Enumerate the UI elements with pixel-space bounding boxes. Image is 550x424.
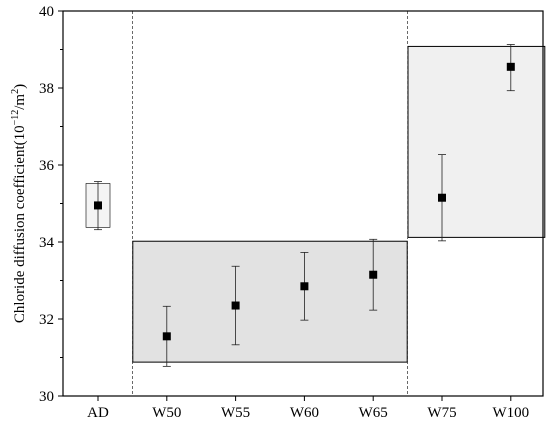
y-axis: 30 32 34 36 38 40 xyxy=(39,4,63,405)
group-box-2 xyxy=(132,240,408,363)
x-tick-label-W65: W65 xyxy=(359,405,388,421)
y-tick-label-32: 32 xyxy=(39,312,54,328)
x-tick-label-W60: W60 xyxy=(290,405,319,421)
y-axis-title-close: ) xyxy=(12,84,28,89)
data-point-W60 xyxy=(300,282,309,291)
x-tick-label-AD: AD xyxy=(87,405,109,421)
y-tick-label-30: 30 xyxy=(39,389,54,405)
data-point-W75 xyxy=(438,193,446,202)
x-axis: AD W50 W55 W60 W65 W75 W100 xyxy=(87,396,529,421)
data-point-W55 xyxy=(231,301,240,310)
data-point-W100 xyxy=(506,62,515,71)
y-axis-title-unit-sup: 2 xyxy=(10,89,21,94)
group-boxes xyxy=(85,45,546,363)
x-tick-label-W50: W50 xyxy=(152,405,181,421)
x-tick-label-W55: W55 xyxy=(221,405,250,421)
y-tick-label-40: 40 xyxy=(39,4,54,20)
y-tick-label-38: 38 xyxy=(39,81,54,97)
data-points xyxy=(94,62,515,341)
data-point-AD xyxy=(94,201,102,210)
data-point-W65 xyxy=(369,270,378,279)
x-tick-label-W100: W100 xyxy=(492,405,529,421)
y-axis-title-main: Chloride diffusion coefficient(10 xyxy=(12,125,28,323)
y-axis-title-sup: −12 xyxy=(10,110,21,126)
y-tick-label-34: 34 xyxy=(39,235,55,251)
group-box-3 xyxy=(407,45,546,238)
group-separators xyxy=(131,11,409,396)
y-axis-title: Chloride diffusion coefficient(10−12/m2) xyxy=(10,84,28,323)
data-point-W50 xyxy=(162,332,171,341)
y-tick-label-36: 36 xyxy=(39,158,55,174)
x-tick-label-W75: W75 xyxy=(427,405,456,421)
y-axis-title-unit: /m xyxy=(12,94,28,110)
